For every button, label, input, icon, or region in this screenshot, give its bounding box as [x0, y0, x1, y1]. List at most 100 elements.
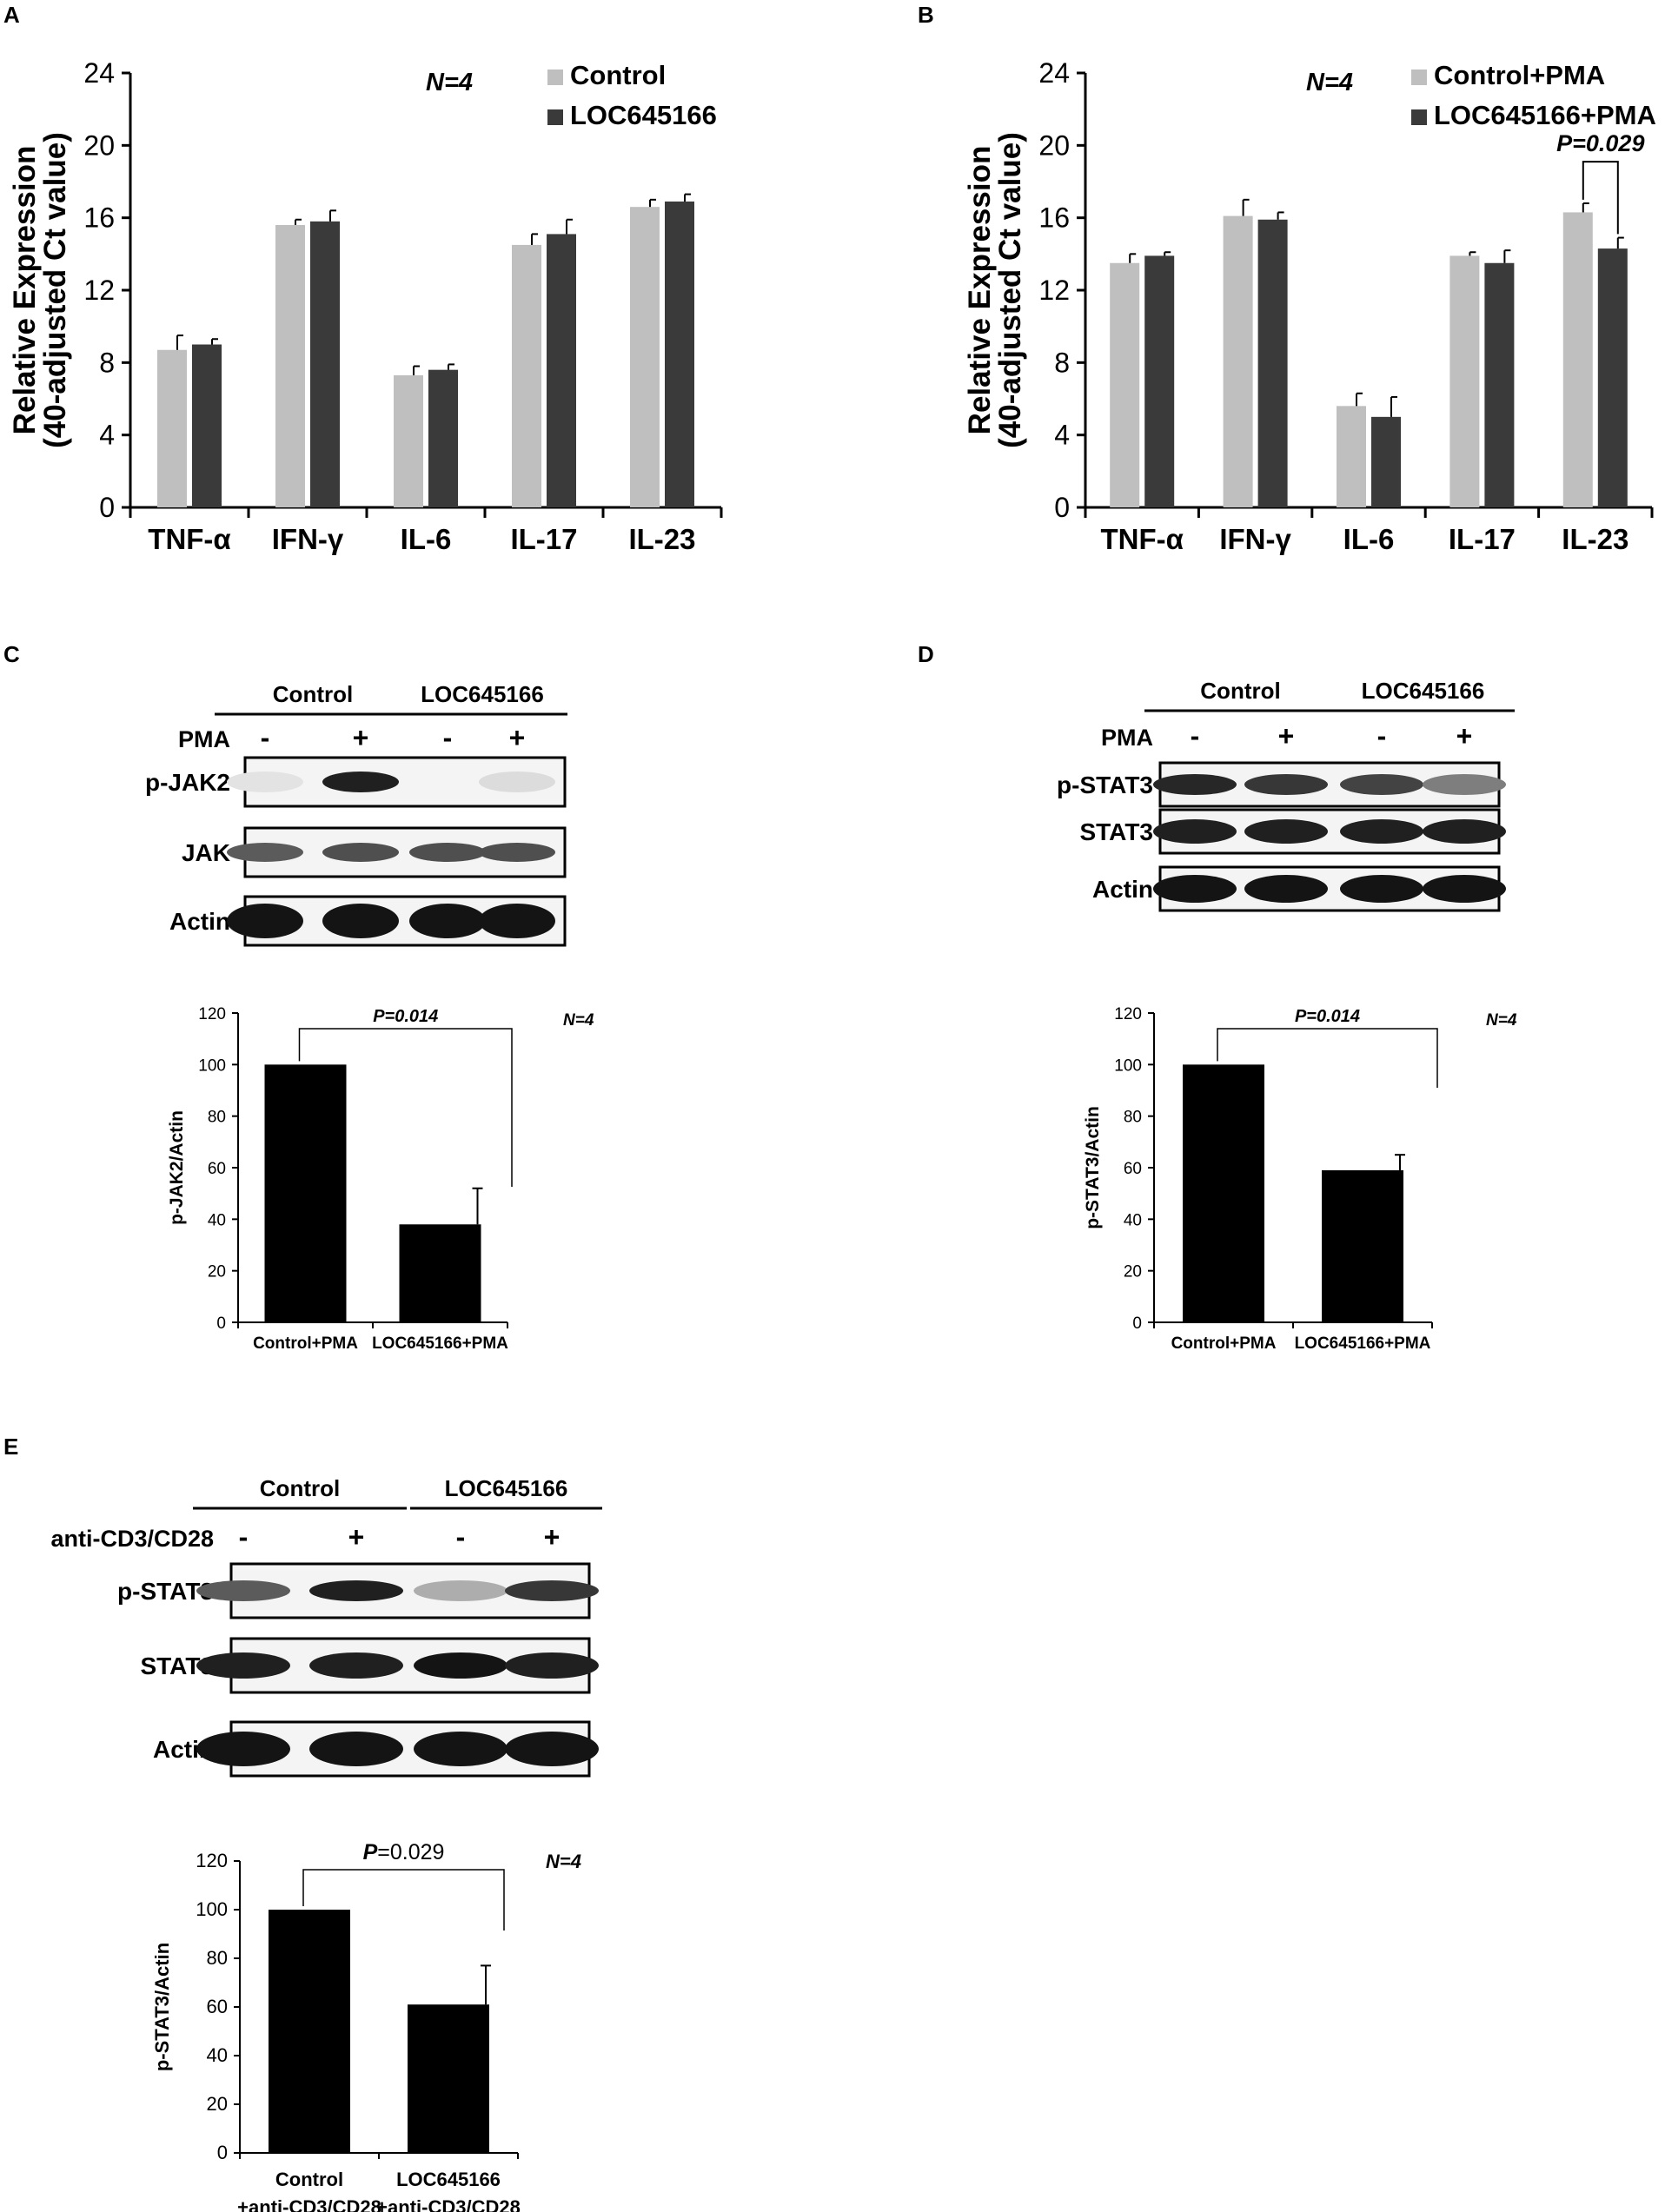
legend-swatch — [1411, 70, 1427, 85]
bar-loc645166-pma — [1257, 219, 1288, 507]
blot-band — [322, 772, 399, 792]
bar-loc645166 — [665, 201, 694, 507]
x-tick-label: IL-23 — [1562, 523, 1629, 555]
blot-band — [1153, 875, 1237, 903]
blot-band — [505, 1580, 599, 1601]
blot-group-label: Control — [260, 1475, 340, 1501]
blot-sign: - — [239, 1521, 249, 1553]
y-tick-label: 0 — [216, 1315, 226, 1333]
chart-a-svg: 0 4 8 12 16 20 24 TNF-α IFN-γ IL-6 IL-17 IL-23 Relat… — [8, 57, 723, 555]
bar-control-pma — [1449, 255, 1480, 507]
bar-control — [275, 225, 305, 507]
y-tick-label: 0 — [1054, 492, 1070, 523]
blot-c-svg: Control LOC645166 PMA - + - + p-JAK2 JAK Actin — [145, 681, 567, 947]
blot-band — [309, 1652, 403, 1679]
x-tick-label: IFN-γ — [1219, 523, 1291, 555]
blot-sign: - — [1191, 720, 1200, 752]
legend-label: Control — [570, 60, 666, 90]
y-axis-label: (40-adjusted Ct value) — [38, 132, 72, 448]
blot-band — [322, 843, 399, 862]
blot-band — [1340, 875, 1423, 903]
blot-band — [414, 1652, 507, 1679]
y-axis-label: Relative Expression — [963, 146, 997, 435]
y-tick-label: 120 — [196, 1850, 228, 1871]
bar-loc645166 — [310, 221, 340, 508]
p-value-label: P=0.014 — [1295, 1007, 1360, 1026]
blot-sign: + — [348, 1521, 365, 1553]
blot-row-label: Actin — [169, 908, 230, 935]
chart-d-svg: 0 20 40 60 80 100 120 Control+PMA LOC645166+PMA P… — [1083, 1005, 1517, 1353]
chart-b: 0 4 8 12 16 20 24 TNF-α IFN-γ IL-6 IL-17 IL-23 Relat… — [918, 0, 1665, 591]
y-tick-label: 80 — [207, 1947, 228, 1969]
y-tick-label: 60 — [208, 1160, 226, 1178]
blot-row-label: p-JAK2 — [145, 769, 230, 796]
bar — [408, 2004, 489, 2153]
y-tick-label: 40 — [1124, 1211, 1142, 1229]
x-tick-label: Control+PMA — [1171, 1334, 1277, 1353]
panel-letter-c: C — [3, 641, 20, 667]
blot-row-label: Actin — [1092, 876, 1153, 903]
y-axis-label: (40-adjusted Ct value) — [993, 132, 1027, 448]
bar-control-pma — [1562, 212, 1593, 507]
y-tick-label: 0 — [217, 2142, 228, 2163]
p-value-label: P=0.014 — [373, 1007, 438, 1026]
chart-c: 0 20 40 60 80 100 120 Control+PMA LOC645166+PMA P… — [139, 990, 643, 1355]
y-tick-label: 24 — [83, 57, 115, 89]
n-annotation: N=4 — [426, 69, 473, 96]
blot-sign: - — [443, 722, 453, 753]
x-tick-label: LOC645166 — [396, 2169, 501, 2190]
chart-e: 0 20 40 60 80 100 120 Control +anti-CD3/CD28 LOC6… — [130, 1825, 652, 2212]
blot-d: Control LOC645166 PMA - + - + p-STAT3 STAT3 Actin — [999, 660, 1538, 938]
x-tick-label: LOC645166+PMA — [372, 1334, 508, 1353]
blot-group-label: LOC645166 — [1362, 678, 1485, 704]
y-axis-label: Relative Expression — [8, 146, 42, 435]
blot-row-label: STAT3 — [1079, 818, 1153, 845]
significance-bracket — [302, 1869, 505, 1931]
legend-label: Control+PMA — [1434, 60, 1605, 90]
blot-band — [322, 904, 399, 938]
y-tick-label: 24 — [1038, 57, 1070, 89]
legend-swatch — [547, 70, 563, 85]
y-tick-label: 100 — [196, 1898, 228, 1920]
blot-sign: + — [509, 722, 526, 753]
blot-band — [1423, 875, 1506, 903]
p-value-number: =0.029 — [377, 1840, 444, 1864]
y-tick-label: 120 — [1114, 1005, 1142, 1023]
y-tick-label: 60 — [1124, 1160, 1142, 1178]
bar-loc645166-pma — [1597, 248, 1628, 507]
bar — [264, 1064, 347, 1322]
x-tick-label: LOC645166+PMA — [1295, 1334, 1431, 1353]
blot-band — [409, 843, 486, 862]
blot-band — [414, 1580, 507, 1601]
bar-loc645166-pma — [1371, 416, 1401, 507]
blot-band — [309, 1732, 403, 1766]
blot-band — [1423, 819, 1506, 844]
panel-letter-e: E — [3, 1434, 19, 1460]
y-tick-label: 100 — [198, 1056, 226, 1075]
y-tick-label: 80 — [208, 1109, 226, 1127]
blot-band — [1153, 774, 1237, 795]
y-tick-label: 8 — [99, 347, 115, 378]
x-tick-label: IL-17 — [510, 523, 577, 555]
y-tick-label: 4 — [1054, 420, 1070, 451]
bar-control-pma — [1223, 215, 1253, 508]
y-axis-label: p-JAK2/Actin — [167, 1110, 187, 1225]
blot-d-svg: Control LOC645166 PMA - + - + p-STAT3 STAT3 Actin — [1057, 678, 1515, 912]
y-tick-label: 100 — [1114, 1056, 1142, 1075]
blot-band — [1340, 774, 1423, 795]
blot-band — [309, 1580, 403, 1601]
blot-band — [1244, 774, 1328, 795]
n-annotation: N=4 — [563, 1011, 594, 1030]
blot-band — [1244, 875, 1328, 903]
blot-band — [1340, 819, 1423, 844]
blot-treatment-label: anti-CD3/CD28 — [50, 1526, 214, 1552]
x-tick-label: Control+PMA — [253, 1334, 358, 1353]
y-tick-label: 80 — [1124, 1109, 1142, 1127]
blot-group-label: Control — [273, 681, 353, 707]
y-tick-label: 12 — [83, 275, 115, 306]
bar — [1322, 1169, 1403, 1322]
blot-e: Control LOC645166 anti-CD3/CD28- + - + p-STAT3… — [0, 1460, 626, 1790]
y-tick-label: 40 — [207, 2044, 228, 2066]
chart-c-svg: 0 20 40 60 80 100 120 Control+PMA LOC645166+PMA P… — [167, 1005, 594, 1353]
x-tick-label: IL-23 — [628, 523, 695, 555]
